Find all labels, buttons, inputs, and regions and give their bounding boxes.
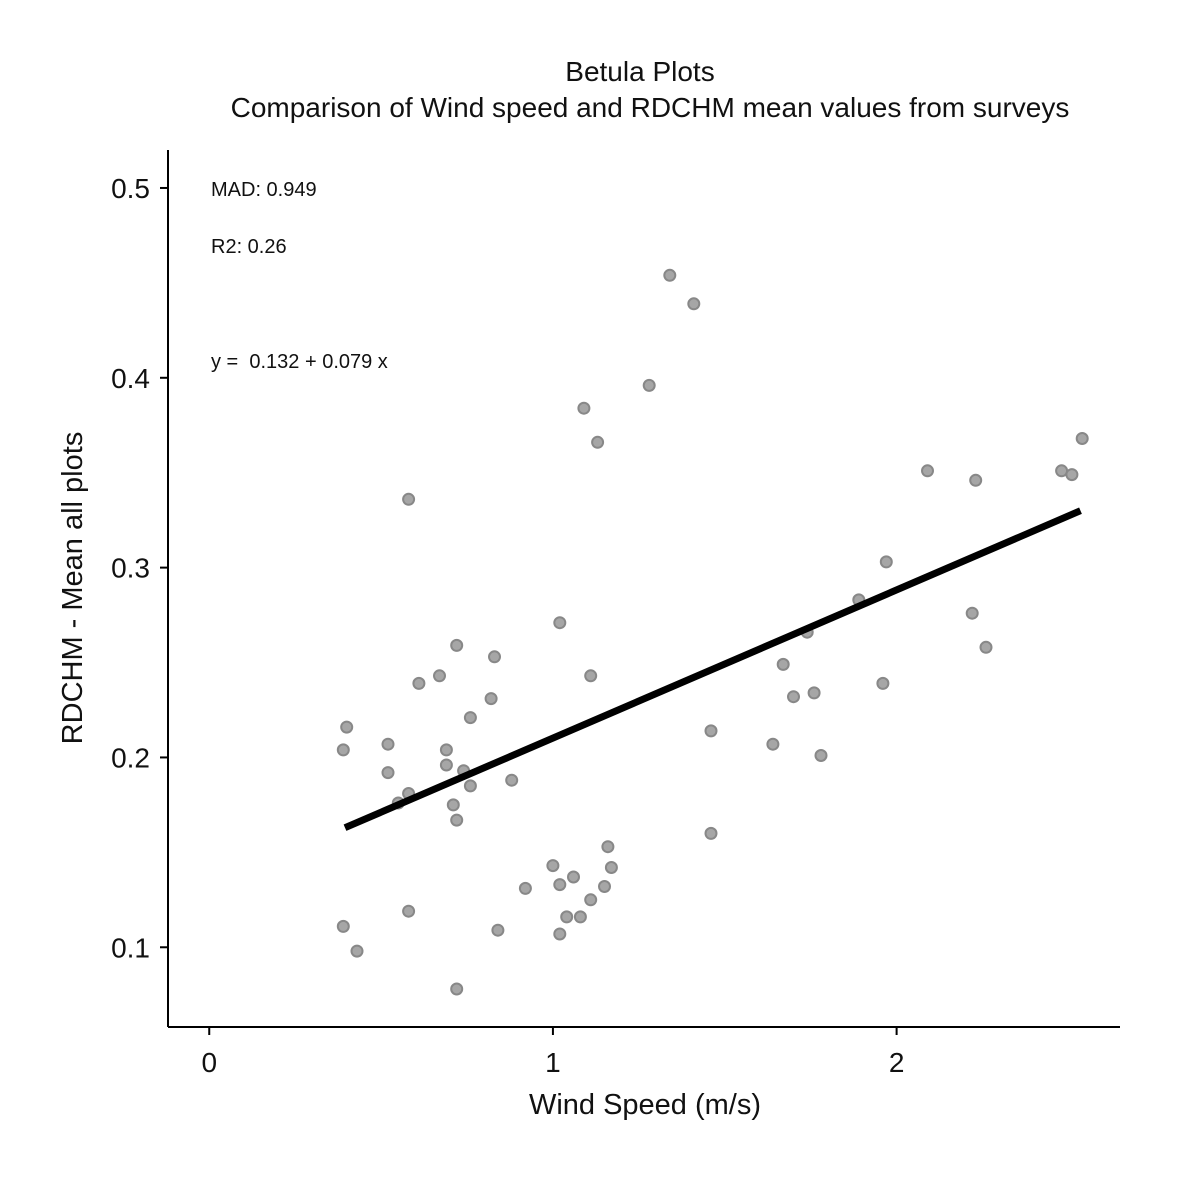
- y-axis-ticks: 0.1 0.2 0.3 0.4 0.5: [111, 173, 168, 963]
- data-point: [350, 944, 364, 958]
- data-point: [484, 692, 498, 706]
- data-point: [402, 904, 416, 918]
- data-point: [591, 435, 605, 449]
- data-point: [450, 638, 464, 652]
- data-point: [876, 676, 890, 690]
- data-point: [450, 813, 464, 827]
- data-point: [336, 919, 350, 933]
- data-point: [577, 401, 591, 415]
- data-point: [412, 676, 426, 690]
- x-tick-label: 2: [889, 1047, 905, 1078]
- plot-area: [336, 268, 1089, 996]
- y-tick-label: 0.2: [111, 742, 150, 773]
- data-point: [336, 743, 350, 757]
- data-point: [663, 268, 677, 282]
- data-point: [553, 616, 567, 630]
- data-point: [463, 779, 477, 793]
- data-point: [446, 798, 460, 812]
- data-point: [567, 870, 580, 884]
- y-tick-label: 0.5: [111, 173, 150, 204]
- data-point: [553, 878, 567, 892]
- data-point: [601, 840, 615, 854]
- data-point: [381, 737, 395, 751]
- chart-title: Betula Plots: [565, 56, 714, 87]
- data-point: [573, 910, 587, 924]
- data-point: [340, 720, 354, 734]
- data-point: [381, 766, 395, 780]
- x-axis-label: Wind Speed (m/s): [529, 1089, 761, 1121]
- data-point: [969, 473, 983, 487]
- data-point: [1065, 468, 1079, 482]
- x-tick-label: 0: [201, 1047, 217, 1078]
- data-point: [433, 669, 446, 683]
- y-tick-label: 0.1: [111, 932, 150, 963]
- data-point: [921, 464, 934, 478]
- data-point: [488, 650, 501, 664]
- data-point: [979, 640, 993, 654]
- data-point: [879, 555, 893, 569]
- x-axis-ticks: 0 1 2: [201, 1027, 904, 1078]
- chart-subtitle: Comparison of Wind speed and RDCHM mean …: [231, 92, 1070, 123]
- data-point: [965, 606, 979, 620]
- data-point: [546, 859, 560, 873]
- data-point: [687, 297, 701, 311]
- data-point: [553, 927, 567, 941]
- y-axis-label: RDCHM - Mean all plots: [57, 432, 89, 745]
- data-point: [463, 711, 477, 725]
- data-point: [518, 881, 532, 895]
- data-point: [505, 773, 519, 787]
- data-point: [604, 861, 618, 874]
- data-point: [1075, 432, 1089, 445]
- regression-line: [343, 507, 1082, 831]
- data-point: [491, 923, 505, 937]
- data-point: [787, 690, 800, 704]
- data-point: [584, 893, 598, 907]
- mad-annotation: MAD: 0.949: [211, 179, 317, 201]
- data-point: [439, 743, 453, 757]
- y-tick-label: 0.3: [111, 553, 150, 584]
- data-point: [704, 724, 718, 738]
- data-point: [598, 880, 611, 893]
- data-point: [439, 758, 453, 772]
- y-tick-label: 0.4: [111, 363, 150, 394]
- data-point: [807, 686, 821, 700]
- data-point: [402, 492, 416, 506]
- data-point: [584, 669, 598, 683]
- data-point: [450, 982, 464, 996]
- data-point: [560, 910, 574, 924]
- data-point: [704, 826, 718, 840]
- data-point: [766, 737, 780, 751]
- regression-equation: y = 0.132 + 0.079 x: [211, 351, 388, 373]
- data-point: [642, 378, 656, 392]
- r2-annotation: R2: 0.26: [211, 236, 287, 258]
- data-point: [776, 657, 790, 671]
- x-tick-label: 1: [545, 1047, 561, 1078]
- data-point: [814, 749, 828, 762]
